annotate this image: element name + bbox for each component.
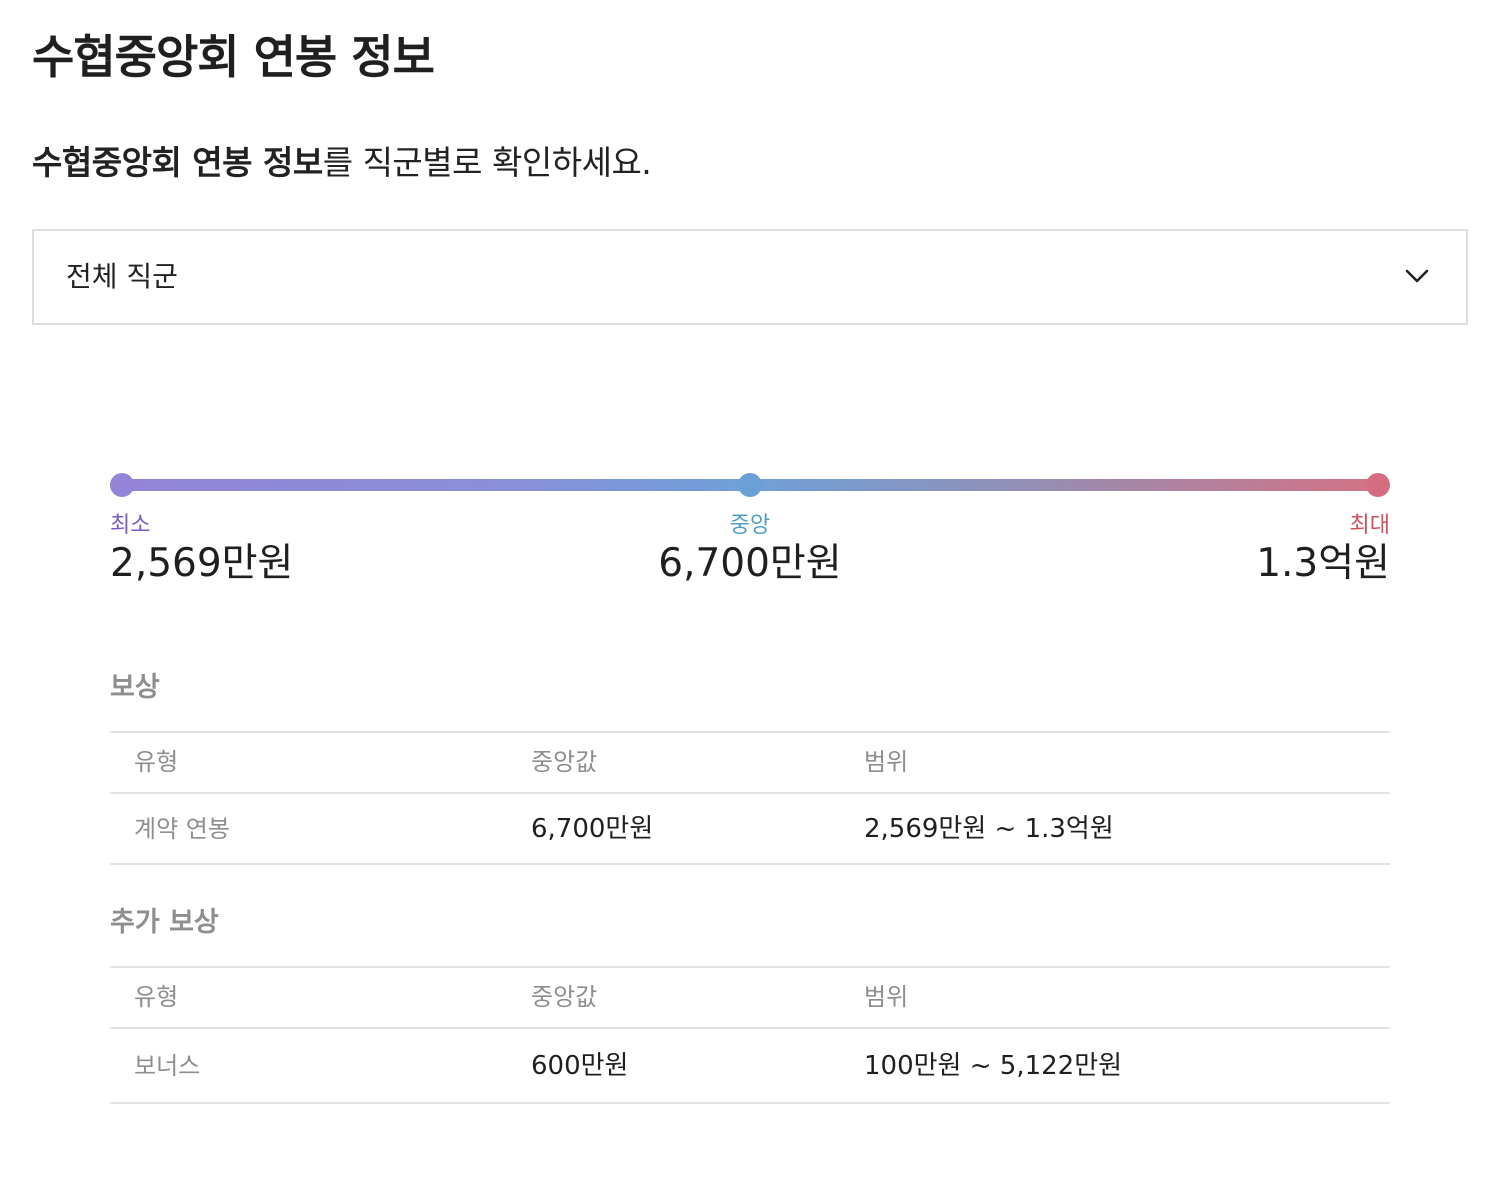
header-range: 범위 [864,983,909,1011]
compensation-section-title: 보상 [110,672,160,703]
row-median: 600만원 [531,1051,629,1081]
range-median-dot [738,473,762,497]
range-max-dot [1366,473,1390,497]
table-row: 계약 연봉 6,700만원 2,569만원 ~ 1.3억원 [110,792,1390,865]
row-type: 보너스 [134,1052,201,1080]
additional-compensation-table: 유형 중앙값 범위 보너스 600만원 100만원 ~ 5,122만원 [110,966,1390,1104]
table-header-row: 유형 중앙값 범위 [110,966,1390,1027]
intro-text: 수협중앙회 연봉 정보를 직군별로 확인하세요. [32,140,652,186]
additional-section-title: 추가 보상 [110,907,219,938]
intro-company: 수협중앙회 연봉 정보 [32,143,323,182]
row-type: 계약 연봉 [134,815,230,843]
range-median-value: 6,700만원 [658,541,842,586]
header-type: 유형 [134,983,179,1011]
row-range: 100만원 ~ 5,122만원 [864,1051,1123,1081]
range-min-value: 2,569만원 [110,541,294,586]
range-min-dot [110,473,134,497]
header-type: 유형 [134,748,179,776]
range-max-value: 1.3억원 [1256,541,1390,586]
job-group-select-value: 전체 직군 [66,260,178,293]
page-title: 수협중앙회 연봉 정보 [32,30,435,84]
row-median: 6,700만원 [531,814,654,844]
range-min-label: 최소 [110,513,151,538]
header-median: 중앙값 [531,983,598,1011]
chevron-down-icon [1405,269,1429,283]
range-median-label: 중앙 [729,513,771,538]
header-median: 중앙값 [531,748,598,776]
range-max-label: 최대 [1349,513,1390,538]
table-row: 보너스 600만원 100만원 ~ 5,122만원 [110,1027,1390,1104]
compensation-table: 유형 중앙값 범위 계약 연봉 6,700만원 2,569만원 ~ 1.3억원 [110,731,1390,865]
job-group-select[interactable]: 전체 직군 [32,229,1468,325]
salary-range-bar [110,470,1390,500]
intro-suffix: 를 직군별로 확인하세요. [322,143,652,182]
row-range: 2,569만원 ~ 1.3억원 [864,814,1114,844]
table-header-row: 유형 중앙값 범위 [110,731,1390,792]
header-range: 범위 [864,748,909,776]
